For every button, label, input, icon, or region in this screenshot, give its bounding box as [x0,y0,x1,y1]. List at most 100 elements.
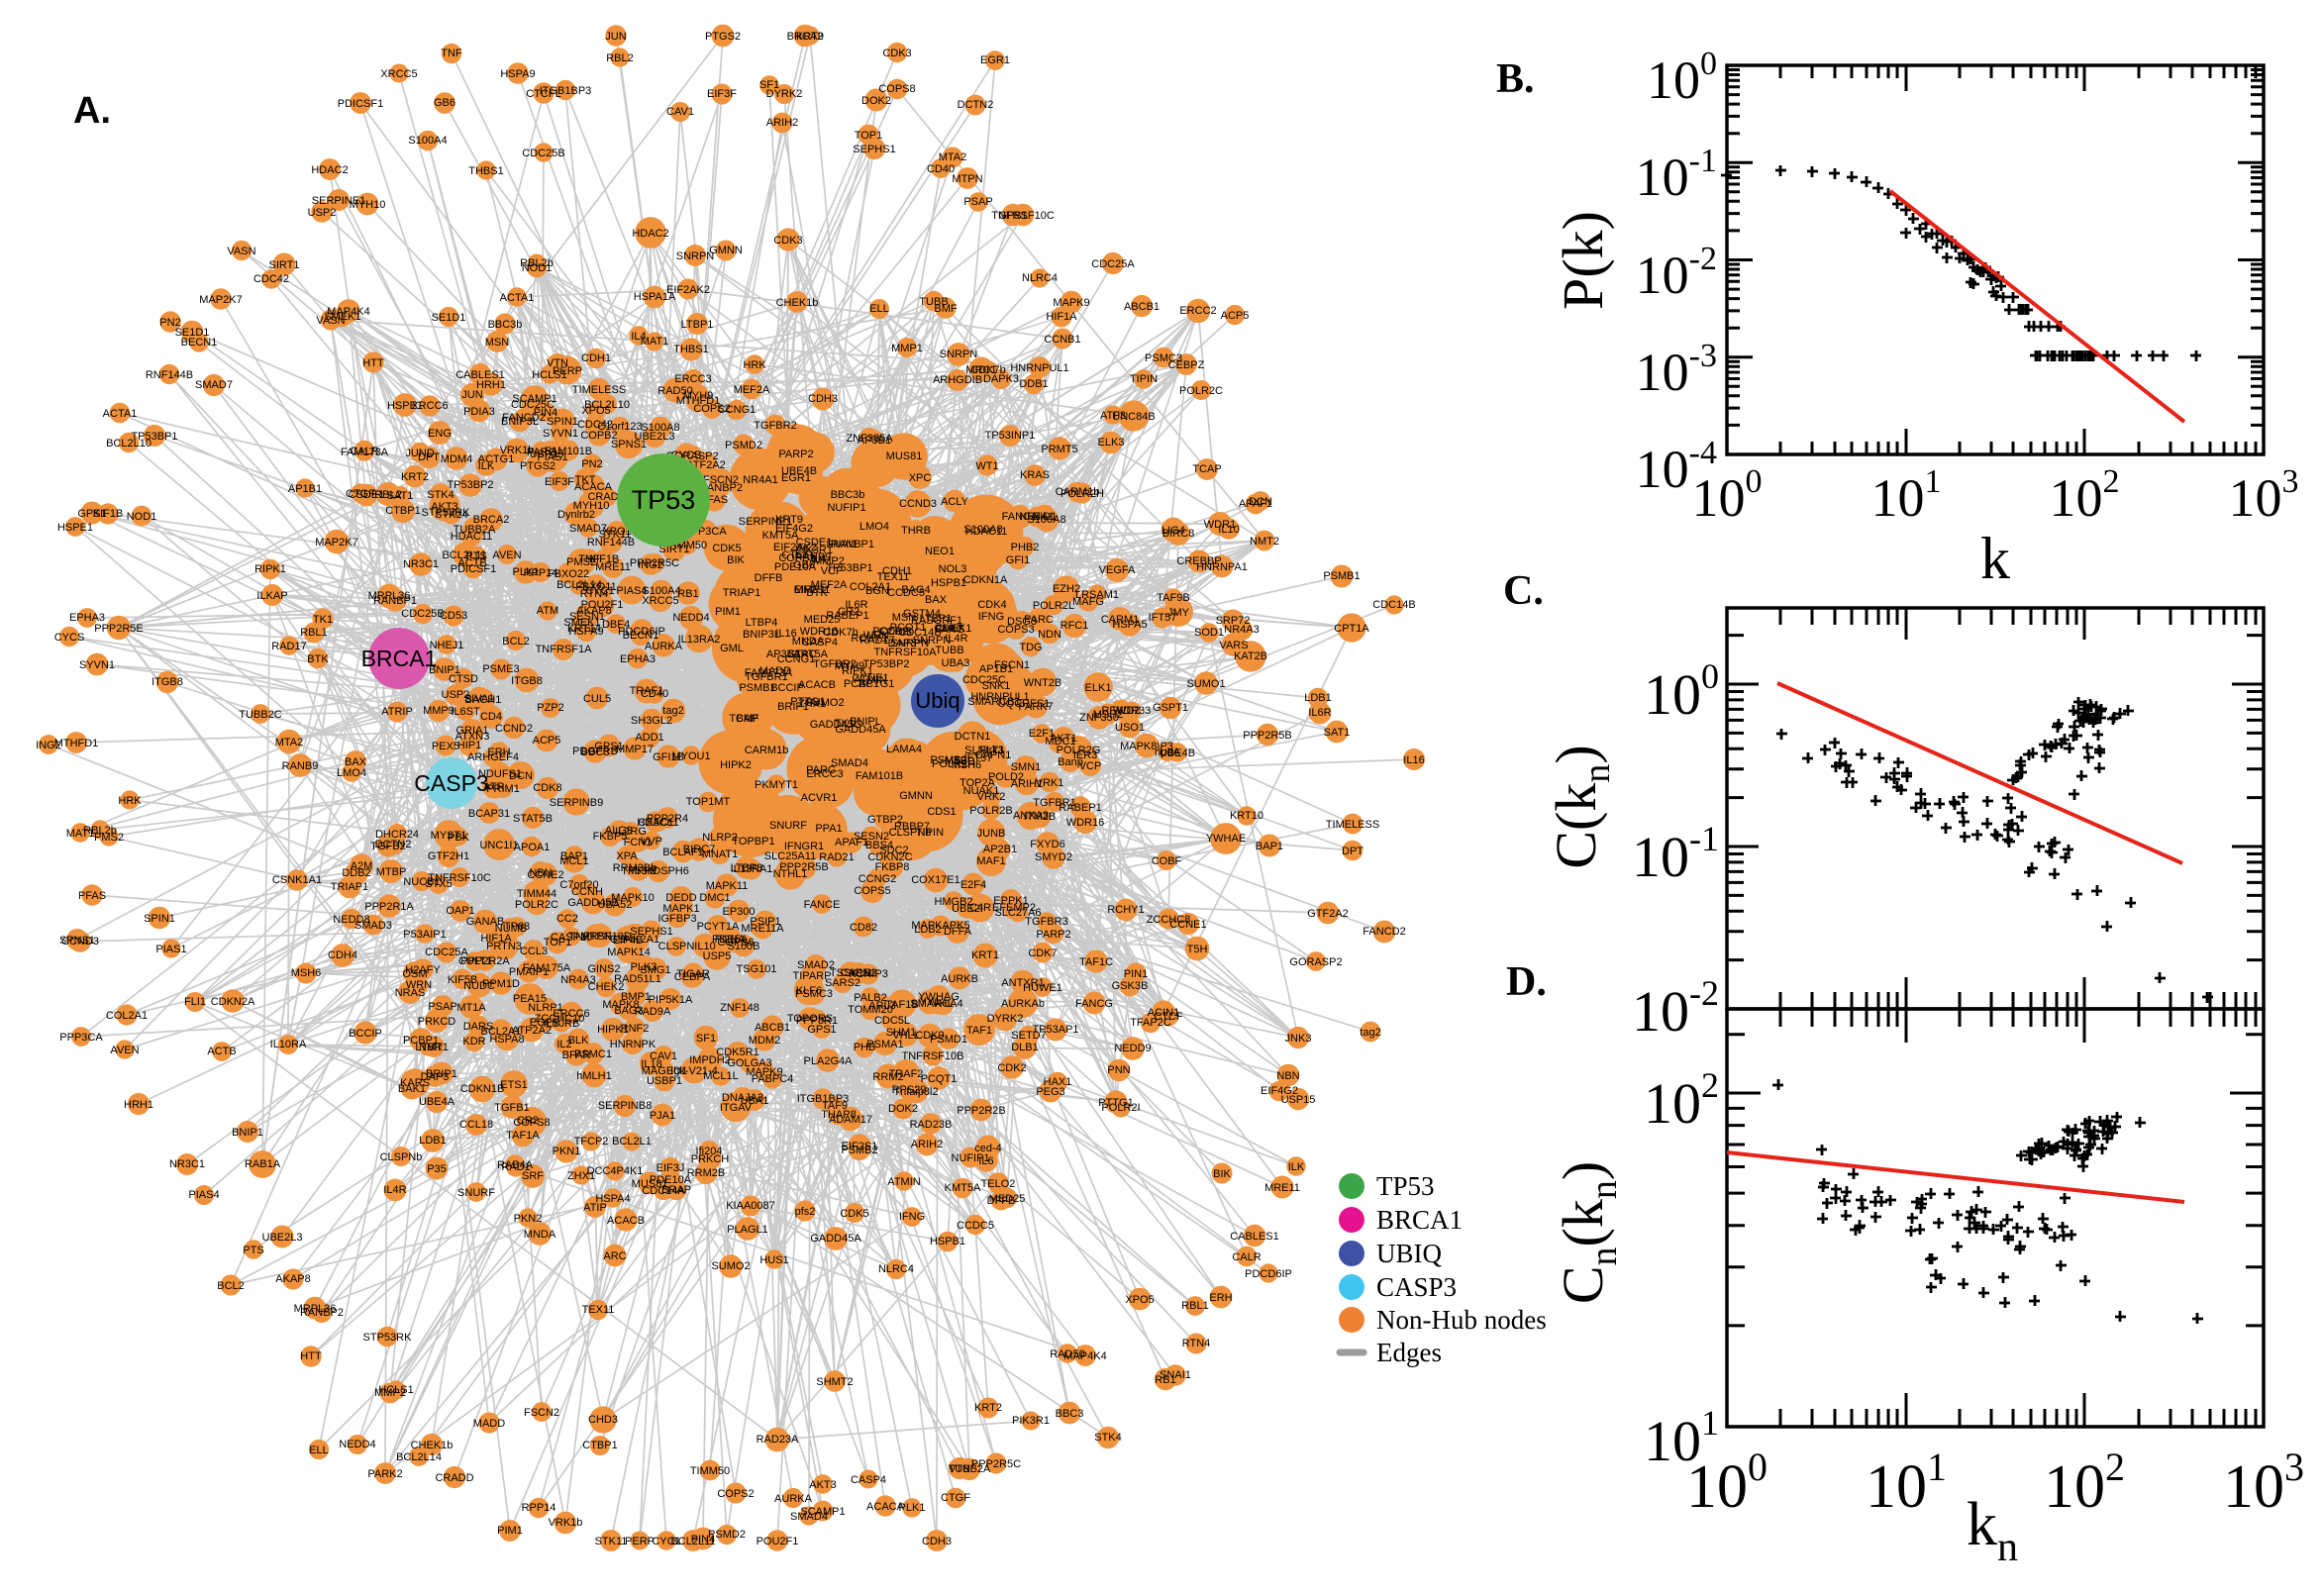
svg-text:MUS81: MUS81 [632,1178,668,1190]
svg-text:GML: GML [720,643,744,654]
svg-text:VEGFA: VEGFA [1099,564,1136,576]
svg-text:PIM1: PIM1 [497,1525,523,1537]
svg-text:COPS3: COPS3 [997,624,1034,636]
svg-text:PPP2R5C: PPP2R5C [971,1458,1021,1470]
svg-text:PPA1: PPA1 [815,823,842,835]
svg-text:COPS2: COPS2 [693,403,730,415]
svg-text:DCC4P4K1: DCC4P4K1 [587,1165,644,1177]
svg-text:CTCFL: CTCFL [781,549,816,561]
svg-text:IL4R: IL4R [383,1184,406,1196]
svg-text:RNF2: RNF2 [621,1023,650,1035]
svg-text:KRT9: KRT9 [796,31,824,43]
svg-text:PPP2R4: PPP2R4 [647,813,688,825]
svg-text:DOK2: DOK2 [861,95,891,107]
svg-text:PRTN3: PRTN3 [486,941,522,952]
svg-text:BAG4: BAG4 [901,584,930,596]
svg-text:GTF2H1: GTF2H1 [428,850,469,862]
svg-text:TRIAP1: TRIAP1 [331,881,369,893]
svg-text:Ubiq: Ubiq [915,688,960,713]
svg-text:DYRK2: DYRK2 [987,1013,1024,1025]
svg-text:POLR2I: POLR2I [1101,1102,1140,1114]
svg-text:BIRC8: BIRC8 [1162,528,1194,540]
svg-text:BBC3: BBC3 [1056,1408,1084,1420]
svg-text:HRH1: HRH1 [476,379,506,391]
svg-text:WDR1: WDR1 [1204,519,1236,531]
svg-text:SMARCB1: SMARCB1 [967,696,1020,708]
svg-text:JNK3: JNK3 [1285,1033,1312,1045]
svg-text:SMEK1: SMEK1 [563,617,600,629]
svg-text:SERPINE1: SERPINE1 [312,195,365,207]
svg-text:TIPIN: TIPIN [1130,373,1158,385]
svg-text:TUBB: TUBB [935,645,963,656]
svg-text:YWHAE: YWHAE [1206,833,1246,845]
svg-text:APAF1: APAF1 [1239,498,1272,510]
svg-text:PKMYT1: PKMYT1 [755,779,798,791]
svg-text:FSCN2: FSCN2 [703,474,739,486]
svg-text:NEDD9: NEDD9 [1114,1043,1151,1054]
svg-text:GMNN: GMNN [899,790,933,802]
svg-text:ATRIP: ATRIP [381,706,413,718]
svg-text:MYST1: MYST1 [431,830,467,842]
svg-text:BBC3: BBC3 [581,747,610,758]
svg-text:ATXN3: ATXN3 [455,731,490,743]
svg-text:FBXO22: FBXO22 [548,568,589,580]
svg-text:IMPDH2: IMPDH2 [689,1054,731,1066]
svg-text:ACACB: ACACB [607,1215,645,1227]
svg-text:CASP4: CASP4 [802,637,838,648]
svg-text:C.: C. [1503,568,1544,614]
svg-text:ARHGDIB: ARHGDIB [933,374,982,386]
svg-text:PDGFRB: PDGFRB [572,746,618,757]
svg-text:NOD1: NOD1 [522,262,553,274]
svg-text:UBE4A: UBE4A [419,1096,455,1108]
svg-text:CCNB1: CCNB1 [1044,334,1080,346]
svg-text:GMNN: GMNN [709,245,743,256]
svg-text:UBE2L3: UBE2L3 [635,431,675,443]
svg-text:TOPORS: TOPORS [787,1013,833,1025]
svg-text:POLR2B: POLR2B [969,805,1012,817]
svg-text:NBN: NBN [1276,1070,1299,1082]
svg-text:RANBP2: RANBP2 [699,482,743,494]
svg-text:PRKCH: PRKCH [691,1153,730,1165]
svg-text:CLSPNb: CLSPNb [889,827,932,839]
svg-text:MEF2A: MEF2A [734,384,770,396]
svg-text:COPB2: COPB2 [778,552,815,564]
svg-text:PDE5A: PDE5A [712,934,749,946]
svg-text:ERCC3: ERCC3 [674,373,711,385]
svg-text:CAPN1: CAPN1 [975,749,1012,761]
svg-text:PCQT1: PCQT1 [890,622,927,634]
svg-text:TP53AP1: TP53AP1 [1032,1024,1078,1036]
svg-text:BIK: BIK [727,554,745,566]
svg-text:IL4: IL4 [811,553,826,565]
svg-text:BTK: BTK [806,587,828,599]
svg-text:IFT57: IFT57 [1149,612,1177,624]
svg-text:RBBP7: RBBP7 [894,821,930,833]
svg-text:S100A8: S100A8 [1027,514,1065,526]
svg-text:CALR: CALR [350,446,378,457]
svg-text:PMS2: PMS2 [566,556,596,568]
svg-text:KRT2: KRT2 [974,1402,1002,1414]
svg-text:TGFBR1: TGFBR1 [1033,797,1075,809]
svg-text:BRIP1: BRIP1 [426,1068,457,1080]
svg-text:XPO5: XPO5 [581,405,610,417]
svg-text:SMAD7: SMAD7 [569,523,607,535]
svg-text:NUMB: NUMB [495,923,527,935]
svg-text:ACTB: ACTB [207,1046,236,1057]
svg-text:GPS1: GPS1 [807,1024,836,1036]
svg-text:ALG9: ALG9 [605,825,633,837]
svg-text:ACTA1: ACTA1 [103,408,138,420]
svg-text:SLC27A6: SLC27A6 [994,907,1041,919]
svg-text:KCNIP3: KCNIP3 [849,968,888,980]
svg-text:ITGB8: ITGB8 [152,676,183,688]
svg-text:CTSD: CTSD [449,673,478,685]
svg-text:BIK: BIK [1213,1168,1231,1180]
svg-text:ILK: ILK [1288,1161,1305,1173]
svg-text:UBIQ: UBIQ [1376,1239,1442,1268]
svg-text:KRT1: KRT1 [971,949,999,961]
svg-text:CC2: CC2 [556,913,578,925]
svg-text:NR4A1: NR4A1 [743,474,777,486]
svg-text:JUNB: JUNB [977,828,1006,840]
svg-text:PLK1: PLK1 [513,566,540,578]
svg-text:MRE11: MRE11 [1264,1182,1300,1194]
svg-text:ELK3: ELK3 [1098,437,1125,449]
svg-text:PALB2: PALB2 [854,992,886,1004]
